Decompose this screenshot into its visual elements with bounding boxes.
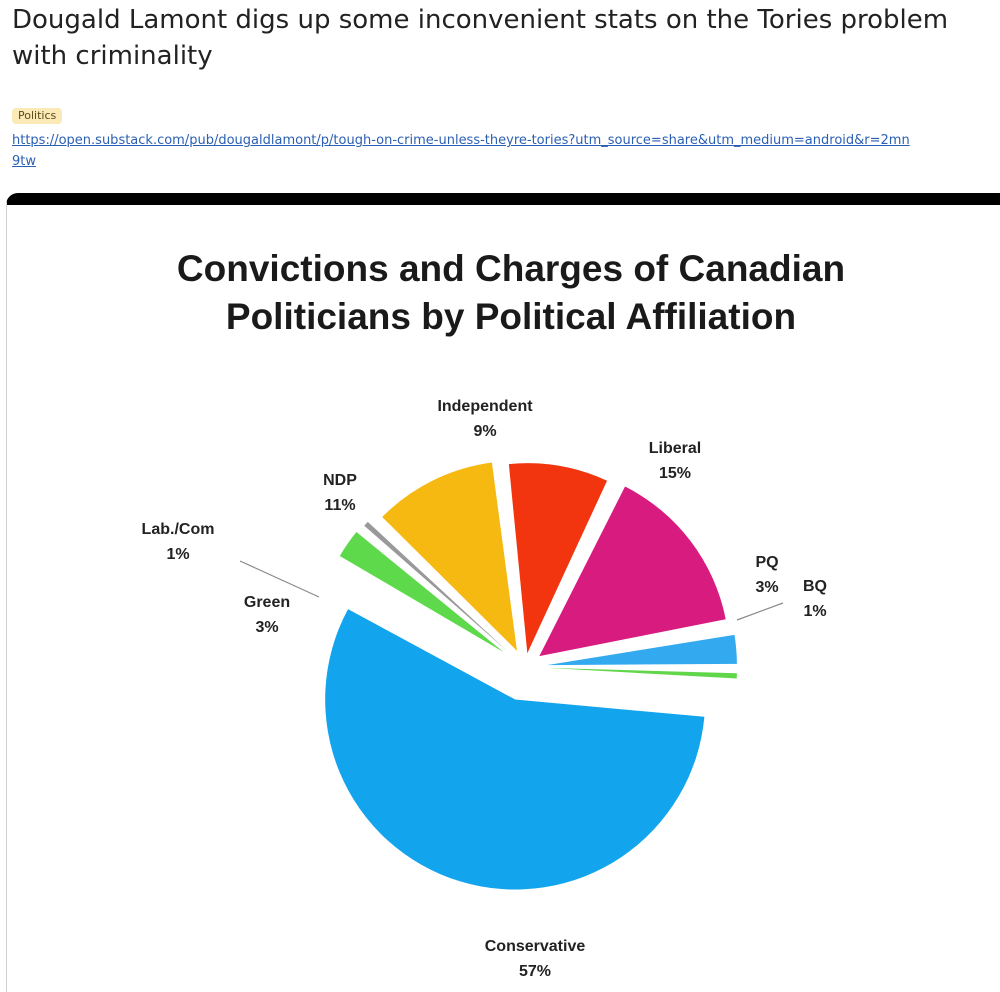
slice-value-label: 3% — [755, 579, 778, 596]
article-link[interactable]: https://open.substack.com/pub/dougaldlam… — [12, 133, 910, 169]
pie-slice-pq — [546, 634, 737, 666]
slice-label: Green — [244, 594, 290, 611]
category-tag[interactable]: Politics — [12, 108, 63, 124]
pie-slice-bq — [546, 667, 737, 679]
slice-label: Lab./Com — [142, 521, 215, 538]
leader-line — [239, 560, 320, 598]
slice-value-label: 11% — [324, 497, 355, 514]
slice-value-label: 15% — [659, 465, 691, 482]
slice-value-label: 1% — [803, 603, 826, 620]
chart-title-line-2: Politicians by Political Affiliation — [226, 296, 796, 337]
slice-label: BQ — [803, 578, 827, 595]
slice-value-label: 1% — [166, 546, 189, 563]
pie-slice-green — [339, 532, 504, 653]
slice-value-label: 3% — [255, 619, 278, 636]
slice-label: PQ — [755, 554, 778, 571]
leader-line — [736, 602, 784, 621]
chart-image-card: Convictions and Charges of Canadian Poli… — [6, 193, 1000, 992]
slice-value-label: 57% — [519, 963, 551, 980]
pie-slice-conservative — [325, 609, 705, 890]
post-title: Dougald Lamont digs up some inconvenient… — [12, 5, 949, 71]
slice-label: Conservative — [485, 938, 586, 955]
chart-title-line-1: Convictions and Charges of Canadian — [177, 248, 845, 289]
slice-label: Independent — [437, 398, 533, 415]
pie-slice-ndp — [382, 462, 517, 651]
pie-slice-liberal — [539, 486, 726, 657]
pie-chart: Convictions and Charges of Canadian Poli… — [142, 248, 846, 980]
slice-value-label: 9% — [473, 423, 496, 440]
pie-slice-lab-com — [364, 521, 508, 651]
slice-label: NDP — [323, 472, 357, 489]
slice-label: Liberal — [649, 440, 701, 457]
pie-slice-independent — [508, 463, 608, 654]
